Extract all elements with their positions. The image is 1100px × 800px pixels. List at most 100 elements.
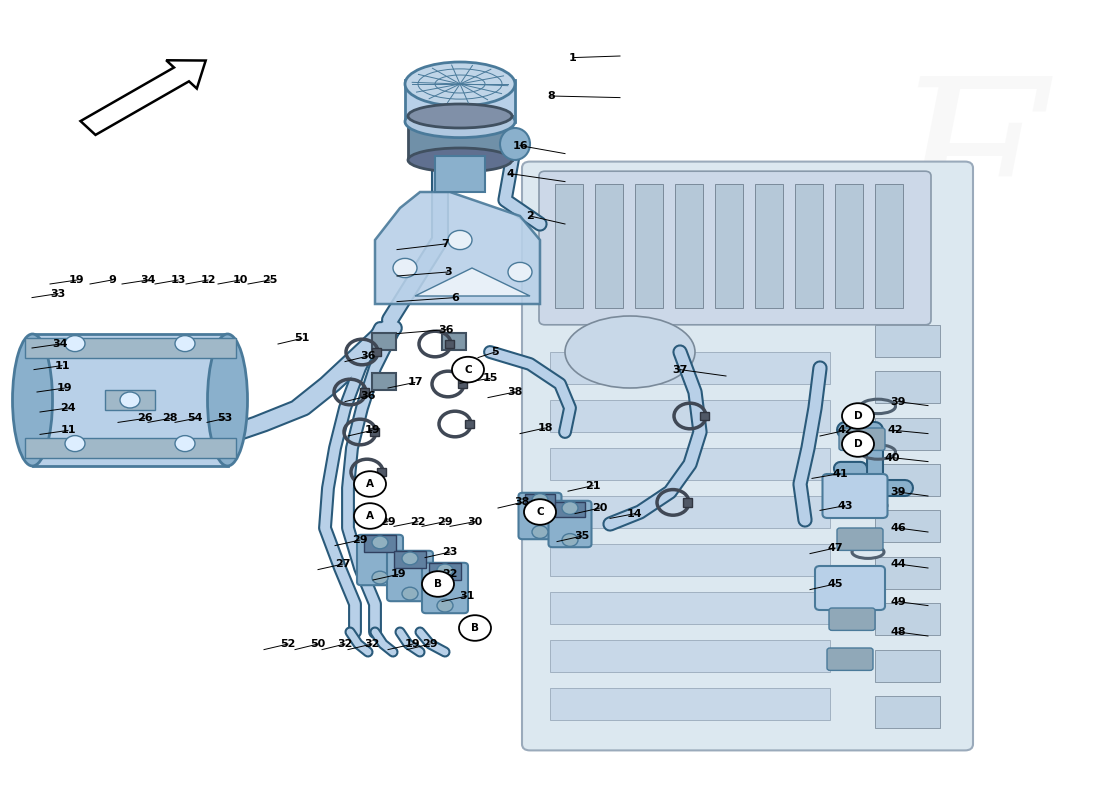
Circle shape (842, 403, 874, 429)
Bar (874, 464, 940, 496)
Bar (701, 411, 710, 421)
Text: 29: 29 (422, 639, 438, 649)
Text: 7: 7 (441, 239, 449, 249)
Text: 23: 23 (442, 547, 458, 557)
Text: 30: 30 (468, 517, 483, 526)
Bar (874, 650, 940, 682)
Text: 41: 41 (833, 469, 848, 478)
Bar (394, 551, 426, 568)
Text: 15: 15 (482, 374, 497, 383)
Ellipse shape (408, 104, 512, 128)
Text: 42: 42 (837, 426, 852, 435)
Circle shape (372, 536, 388, 549)
Text: 51: 51 (295, 334, 310, 343)
Text: 22: 22 (410, 517, 426, 526)
Bar (874, 325, 940, 357)
Bar (446, 339, 454, 349)
FancyBboxPatch shape (549, 501, 592, 547)
Text: 17: 17 (407, 378, 422, 387)
Ellipse shape (565, 316, 695, 388)
Circle shape (402, 587, 418, 600)
Polygon shape (375, 192, 540, 304)
FancyBboxPatch shape (422, 563, 468, 613)
Text: B: B (434, 579, 442, 589)
Text: 44: 44 (890, 559, 906, 569)
Ellipse shape (12, 334, 53, 466)
FancyBboxPatch shape (815, 566, 886, 610)
Text: 40: 40 (884, 453, 900, 462)
Text: 29: 29 (381, 517, 396, 526)
Circle shape (65, 435, 85, 451)
Circle shape (65, 336, 85, 352)
Bar (550, 544, 830, 576)
Bar (373, 347, 382, 357)
Bar (550, 400, 830, 432)
Ellipse shape (408, 148, 512, 172)
Text: 38: 38 (515, 498, 530, 507)
Bar (874, 184, 903, 308)
Circle shape (448, 230, 472, 250)
Circle shape (532, 526, 548, 538)
Bar (24, 438, 235, 458)
Bar (550, 640, 830, 672)
FancyBboxPatch shape (518, 493, 561, 539)
Text: 37: 37 (672, 365, 688, 374)
Text: 5: 5 (492, 347, 498, 357)
Text: 22: 22 (442, 570, 458, 579)
Text: C: C (464, 365, 472, 374)
Text: 25: 25 (262, 275, 277, 285)
Text: 18: 18 (537, 423, 552, 433)
Text: 21: 21 (585, 481, 601, 490)
Text: 4: 4 (506, 169, 514, 178)
Text: 28: 28 (163, 414, 178, 423)
Bar (371, 427, 380, 437)
Ellipse shape (405, 106, 515, 138)
Circle shape (562, 534, 578, 546)
Bar (33, 334, 228, 466)
Circle shape (422, 571, 454, 597)
Text: 48: 48 (890, 627, 905, 637)
Bar (361, 387, 370, 397)
FancyBboxPatch shape (837, 528, 883, 550)
Bar (429, 563, 461, 580)
Text: C: C (536, 507, 543, 517)
Text: 6: 6 (451, 293, 459, 302)
Bar (550, 592, 830, 624)
Circle shape (562, 502, 578, 514)
Bar (550, 352, 830, 384)
Bar (442, 333, 466, 350)
Bar (526, 494, 554, 509)
Text: 39: 39 (890, 397, 905, 406)
Bar (405, 80, 515, 122)
Text: D: D (854, 411, 862, 421)
Text: 20: 20 (592, 503, 607, 513)
Text: PERFORMANCE: PERFORMANCE (544, 442, 776, 550)
Text: 43: 43 (837, 501, 852, 510)
Text: 36: 36 (438, 325, 453, 334)
Circle shape (354, 471, 386, 497)
Circle shape (524, 499, 556, 525)
Bar (755, 184, 783, 308)
Bar (874, 510, 940, 542)
FancyBboxPatch shape (539, 171, 931, 325)
Bar (675, 184, 703, 308)
Text: 19: 19 (405, 639, 421, 649)
Bar (874, 418, 940, 450)
Text: europes: europes (522, 322, 754, 446)
Text: 29: 29 (352, 535, 367, 545)
Text: 39: 39 (890, 487, 905, 497)
Circle shape (354, 503, 386, 529)
Text: 54: 54 (187, 414, 202, 423)
Text: 53: 53 (218, 414, 232, 423)
Bar (595, 184, 623, 308)
FancyBboxPatch shape (358, 534, 403, 586)
Text: 32: 32 (364, 639, 380, 649)
Text: 11: 11 (60, 426, 76, 435)
Text: 3: 3 (444, 267, 452, 277)
Ellipse shape (500, 128, 530, 160)
Bar (874, 696, 940, 728)
Circle shape (508, 262, 532, 282)
Text: 19: 19 (57, 383, 73, 393)
FancyBboxPatch shape (829, 608, 874, 630)
Text: 29: 29 (437, 517, 453, 526)
